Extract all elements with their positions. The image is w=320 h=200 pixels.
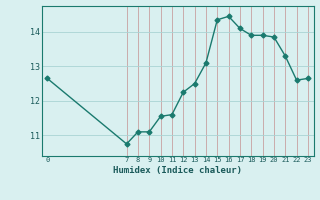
X-axis label: Humidex (Indice chaleur): Humidex (Indice chaleur) bbox=[113, 166, 242, 175]
